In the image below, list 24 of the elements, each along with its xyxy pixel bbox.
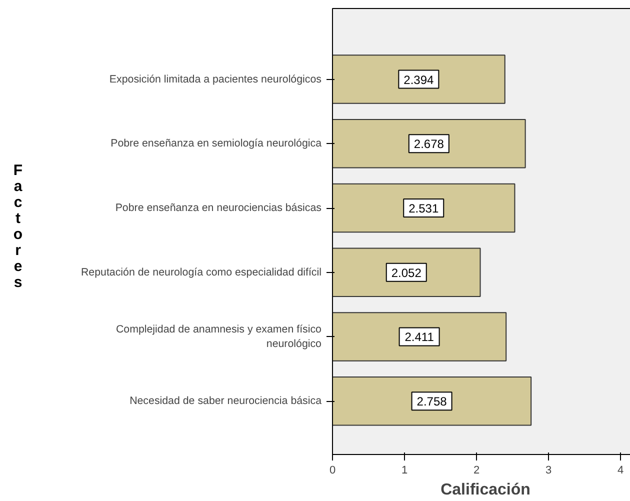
bar [332, 54, 506, 104]
x-tick-label: 4 [617, 464, 624, 476]
y-tick-label: Reputación de neurología como especialidad difícil [80, 266, 322, 278]
y-tick-label: Pobre enseñanza en semiología neurológica [110, 138, 322, 150]
bar [332, 183, 516, 233]
y-tick-label: Complejidad de anamnesis y examen físico neurológico [116, 324, 322, 350]
x-axis-title: Calificación [440, 482, 530, 498]
data-label: 2.411 [404, 330, 434, 344]
data-label: 2.531 [408, 202, 439, 216]
x-tick-label: 2 [473, 464, 480, 476]
y-tick-label: Exposición limitada a pacientes neurológicos [109, 73, 322, 86]
bar [332, 376, 532, 426]
x-tick-label: 0 [329, 464, 336, 476]
y-tick-label: Pobre enseñanza en neurociencias básicas [115, 202, 322, 214]
x-tick-label: 3 [545, 464, 552, 476]
data-label: 2.394 [404, 72, 434, 87]
y-tick-label: Necesidad de saber neurociencia básica [130, 395, 322, 408]
bar [332, 312, 507, 362]
data-label: 2.758 [416, 394, 448, 409]
data-label: 2.052 [391, 266, 422, 280]
data-label: 2.678 [414, 137, 444, 152]
x-tick-label: 1 [401, 464, 408, 476]
bar [332, 119, 526, 168]
y-axis-title: Factores [13, 162, 23, 291]
